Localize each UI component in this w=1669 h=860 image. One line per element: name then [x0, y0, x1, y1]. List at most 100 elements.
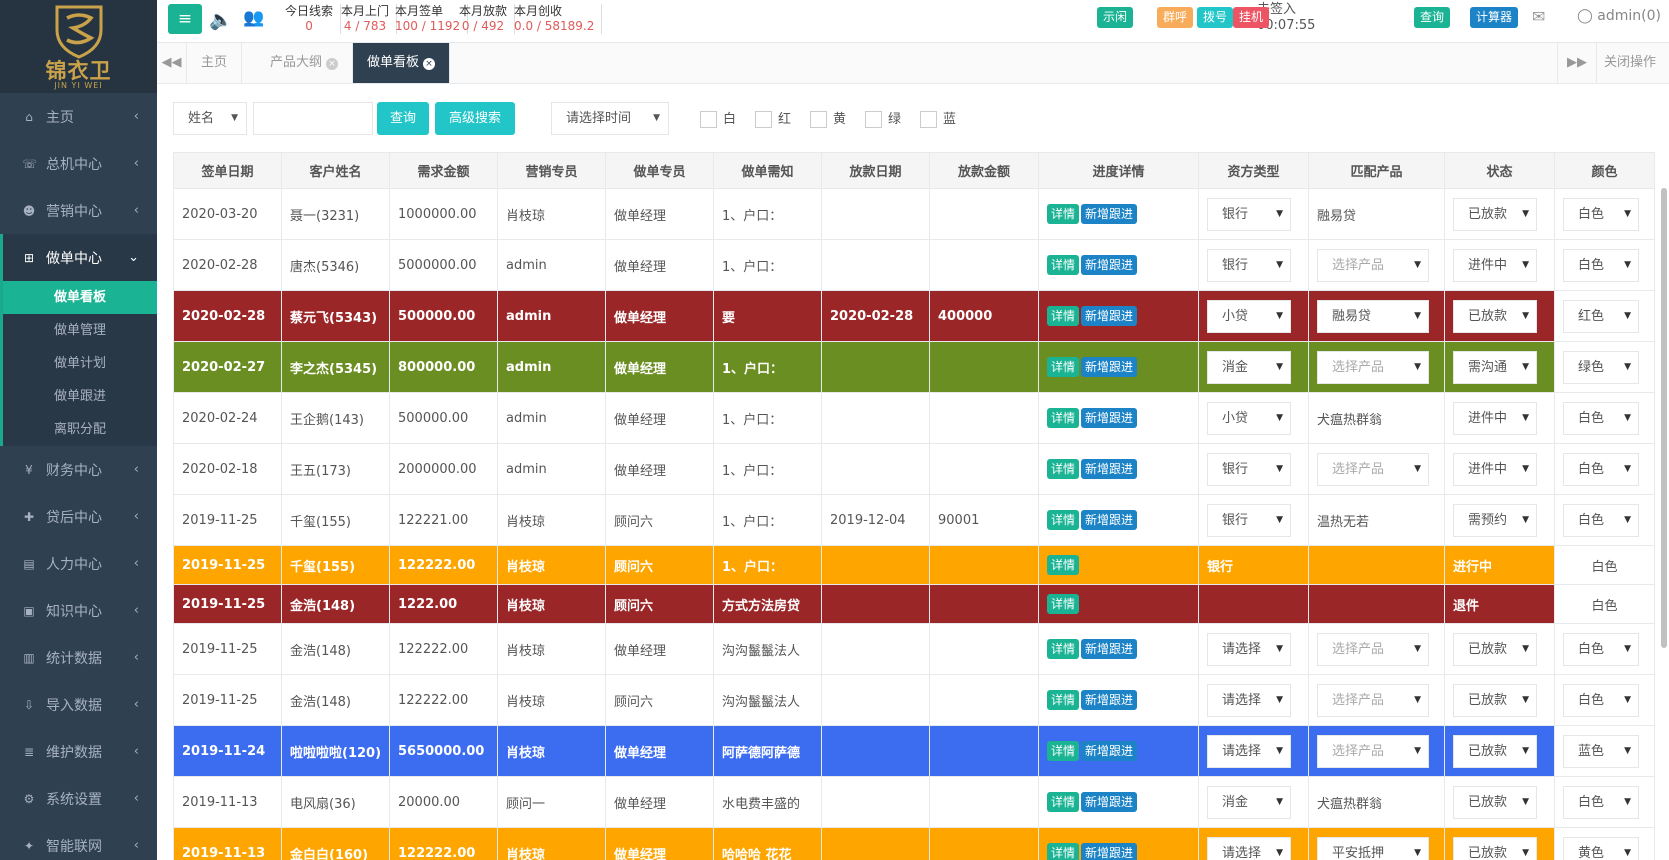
- detail-button[interactable]: 详情: [1047, 690, 1080, 710]
- dropdown-select[interactable]: 银行 ▼: [1207, 503, 1291, 537]
- checkbox-box[interactable]: [920, 111, 937, 128]
- tab-home[interactable]: 主页: [187, 43, 243, 83]
- sidebar-item[interactable]: ⚙ 系统设置 ‹: [0, 775, 157, 822]
- detail-button[interactable]: 详情: [1047, 843, 1080, 860]
- detail-button[interactable]: 详情: [1047, 639, 1080, 659]
- dropdown-select[interactable]: 请选择 ▼: [1207, 836, 1291, 860]
- sidebar-subitem[interactable]: 做单跟进: [54, 389, 107, 404]
- mail-icon[interactable]: ✉: [1532, 7, 1546, 26]
- detail-button[interactable]: 详情: [1047, 408, 1080, 428]
- sidebar-item[interactable]: ▥ 统计数据 ‹: [0, 634, 157, 681]
- sidebar-item[interactable]: ¥ 财务中心 ‹: [0, 446, 157, 493]
- dropdown-select[interactable]: 白色 ▼: [1563, 197, 1639, 231]
- dropdown-select[interactable]: 小贷 ▼: [1207, 299, 1291, 333]
- dropdown-select[interactable]: 小贷 ▼: [1207, 401, 1291, 435]
- dropdown-select[interactable]: 进件中 ▼: [1453, 248, 1537, 282]
- add-follow-button[interactable]: 新增跟进: [1081, 639, 1138, 659]
- calculator-button[interactable]: 计算器: [1470, 7, 1519, 28]
- add-follow-button[interactable]: 新增跟进: [1081, 408, 1138, 428]
- dropdown-select[interactable]: 白色 ▼: [1563, 452, 1639, 486]
- call-status-button[interactable]: 挂机: [1233, 7, 1270, 28]
- dropdown-select[interactable]: 黄色 ▼: [1563, 836, 1639, 860]
- dropdown-select[interactable]: 绿色 ▼: [1563, 350, 1639, 384]
- add-follow-button[interactable]: 新增跟进: [1081, 510, 1138, 530]
- checkbox-box[interactable]: [755, 111, 772, 128]
- call-status-button[interactable]: 群呼: [1157, 7, 1194, 28]
- dropdown-select[interactable]: 红色 ▼: [1563, 299, 1639, 333]
- dropdown-select[interactable]: 白色 ▼: [1563, 248, 1639, 282]
- dropdown-select[interactable]: 已放款 ▼: [1453, 785, 1537, 819]
- dropdown-select[interactable]: 已放款 ▼: [1453, 197, 1537, 231]
- checkbox-box[interactable]: [865, 111, 882, 128]
- color-filter-checkbox[interactable]: 绿: [865, 108, 901, 128]
- user-menu[interactable]: ◯ admin(0): [1577, 8, 1661, 24]
- dropdown-select[interactable]: 选择产品 ▼: [1317, 683, 1429, 717]
- sidebar-item[interactable]: ✚ 贷后中心 ‹: [0, 493, 157, 540]
- detail-button[interactable]: 详情: [1047, 204, 1080, 224]
- sidebar-item[interactable]: ✦ 智能联网 ‹: [0, 822, 157, 860]
- detail-button[interactable]: 详情: [1047, 792, 1080, 812]
- sidebar-subitem[interactable]: 离职分配: [54, 422, 107, 437]
- tab-product-outline[interactable]: 产品大纲 ×: [256, 43, 354, 83]
- dropdown-select[interactable]: 白色 ▼: [1563, 683, 1639, 717]
- add-follow-button[interactable]: 新增跟进: [1081, 741, 1138, 761]
- sidebar-item[interactable]: ▤ 人力中心 ‹: [0, 540, 157, 587]
- time-select[interactable]: 请选择时间 ▼: [551, 102, 669, 135]
- dropdown-select[interactable]: 已放款 ▼: [1453, 836, 1537, 860]
- sidebar-item[interactable]: ⌂ 主页 ‹: [0, 93, 157, 140]
- sidebar-item[interactable]: ☻ 营销中心 ‹: [0, 187, 157, 234]
- dropdown-select[interactable]: 已放款 ▼: [1453, 683, 1537, 717]
- search-query-button[interactable]: 查询: [377, 102, 429, 135]
- add-follow-button[interactable]: 新增跟进: [1081, 204, 1138, 224]
- dropdown-select[interactable]: 已放款 ▼: [1453, 632, 1537, 666]
- detail-button[interactable]: 详情: [1047, 510, 1080, 530]
- dropdown-select[interactable]: 已放款 ▼: [1453, 734, 1537, 768]
- detail-button[interactable]: 详情: [1047, 594, 1080, 614]
- dropdown-select[interactable]: 白色 ▼: [1563, 401, 1639, 435]
- detail-button[interactable]: 详情: [1047, 741, 1080, 761]
- add-follow-button[interactable]: 新增跟进: [1081, 459, 1138, 479]
- menu-toggle-button[interactable]: ≡: [168, 4, 202, 34]
- call-status-button[interactable]: 拨号: [1197, 7, 1234, 28]
- dropdown-select[interactable]: 选择产品 ▼: [1317, 632, 1429, 666]
- color-filter-checkbox[interactable]: 蓝: [920, 108, 956, 128]
- sidebar-item[interactable]: ☏ 总机中心 ‹: [0, 140, 157, 187]
- dropdown-select[interactable]: 选择产品 ▼: [1317, 350, 1429, 384]
- detail-button[interactable]: 详情: [1047, 459, 1080, 479]
- add-follow-button[interactable]: 新增跟进: [1081, 690, 1138, 710]
- add-follow-button[interactable]: 新增跟进: [1081, 843, 1138, 860]
- add-follow-button[interactable]: 新增跟进: [1081, 306, 1138, 326]
- detail-button[interactable]: 详情: [1047, 306, 1080, 326]
- sidebar-subitem[interactable]: 做单管理: [54, 323, 107, 338]
- add-follow-button[interactable]: 新增跟进: [1081, 357, 1138, 377]
- search-field-select[interactable]: 姓名 ▼: [173, 102, 247, 135]
- tab-close-icon[interactable]: ×: [326, 58, 339, 70]
- search-input[interactable]: [253, 102, 373, 135]
- call-status-button[interactable]: 示闲: [1097, 7, 1134, 28]
- detail-button[interactable]: 详情: [1047, 357, 1080, 377]
- tab-prev-icon[interactable]: ◀◀: [157, 43, 187, 83]
- dropdown-select[interactable]: 选择产品 ▼: [1317, 248, 1429, 282]
- dropdown-select[interactable]: 进件中 ▼: [1453, 452, 1537, 486]
- detail-button[interactable]: 详情: [1047, 555, 1080, 575]
- dropdown-select[interactable]: 选择产品 ▼: [1317, 734, 1429, 768]
- speaker-icon[interactable]: 🔈: [209, 9, 233, 31]
- users-icon[interactable]: 👥: [243, 8, 265, 28]
- sidebar-subitem[interactable]: 做单计划: [54, 356, 107, 371]
- dropdown-select[interactable]: 请选择 ▼: [1207, 683, 1291, 717]
- color-filter-checkbox[interactable]: 白: [700, 108, 736, 128]
- tab-order-board[interactable]: 做单看板 ×: [353, 43, 451, 83]
- dropdown-select[interactable]: 银行 ▼: [1207, 452, 1291, 486]
- detail-button[interactable]: 详情: [1047, 255, 1080, 275]
- dropdown-select[interactable]: 请选择 ▼: [1207, 734, 1291, 768]
- checkbox-box[interactable]: [810, 111, 827, 128]
- dropdown-select[interactable]: 蓝色 ▼: [1563, 734, 1639, 768]
- dropdown-select[interactable]: 平安抵押 ▼: [1317, 836, 1429, 860]
- tab-next-icon[interactable]: ▶▶: [1557, 43, 1597, 83]
- dropdown-select[interactable]: 选择产品 ▼: [1317, 452, 1429, 486]
- query-top-button[interactable]: 查询: [1414, 7, 1451, 28]
- color-filter-checkbox[interactable]: 黄: [810, 108, 846, 128]
- dropdown-select[interactable]: 消金 ▼: [1207, 785, 1291, 819]
- checkbox-box[interactable]: [700, 111, 717, 128]
- color-filter-checkbox[interactable]: 红: [755, 108, 791, 128]
